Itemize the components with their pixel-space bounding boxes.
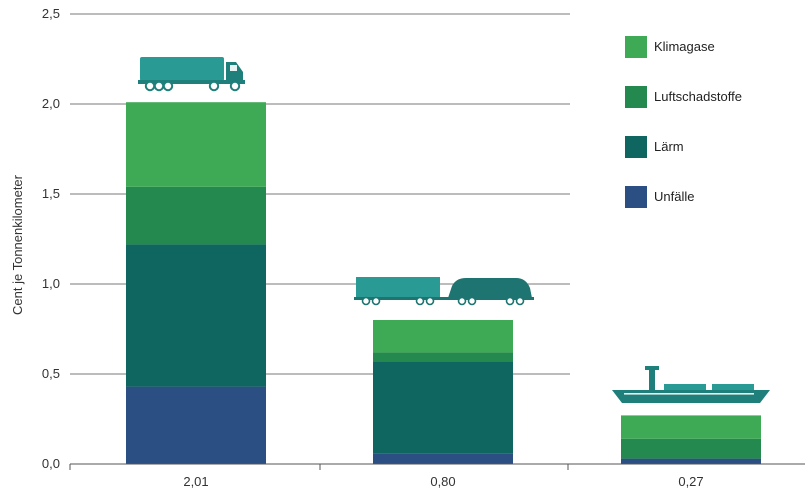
bar-segment-lärm (373, 361, 513, 454)
axes: 0,0 0,5 1,0 1,5 2,0 2,5 2,01 0,80 0,27 (42, 6, 805, 489)
x-tick-label: 2,01 (183, 474, 208, 489)
x-tick-label: 0,80 (430, 474, 455, 489)
bar-segment-unfälle (126, 386, 266, 464)
legend-label: Lärm (654, 139, 684, 154)
y-tick-label: 1,0 (42, 276, 60, 291)
legend-label: Klimagase (654, 39, 715, 54)
vehicle-icons (138, 57, 770, 403)
legend-swatch-luftschadstoffe (625, 86, 647, 108)
y-axis-label: Cent je Tonnenkilometer (10, 174, 25, 315)
y-tick-label: 2,5 (42, 6, 60, 21)
legend-swatch-lärm (625, 136, 647, 158)
bar-segment-luftschadstoffe (126, 186, 266, 245)
legend-swatch-klimagase (625, 36, 647, 58)
bar-segment-klimagase (373, 320, 513, 353)
ship-icon (612, 366, 770, 403)
bar-segment-lärm (126, 244, 266, 387)
train-icon (354, 277, 534, 306)
truck-icon (138, 57, 245, 92)
bar-segment-unfälle (621, 458, 761, 464)
legend-swatch-unfälle (625, 186, 647, 208)
legend-label: Unfälle (654, 189, 694, 204)
y-tick-label: 0,0 (42, 456, 60, 471)
y-tick-label: 0,5 (42, 366, 60, 381)
bar-segment-luftschadstoffe (373, 352, 513, 362)
bar-segment-klimagase (621, 415, 761, 439)
y-tick-label: 1,5 (42, 186, 60, 201)
y-tick-label: 2,0 (42, 96, 60, 111)
bar-segment-unfälle (373, 453, 513, 464)
legend-label: Luftschadstoffe (654, 89, 742, 104)
bar-segment-klimagase (126, 102, 266, 187)
bar-segment-luftschadstoffe (621, 438, 761, 459)
bars (126, 102, 761, 464)
legend: Klimagase Luftschadstoffe Lärm Unfälle (625, 36, 742, 208)
x-tick-label: 0,27 (678, 474, 703, 489)
